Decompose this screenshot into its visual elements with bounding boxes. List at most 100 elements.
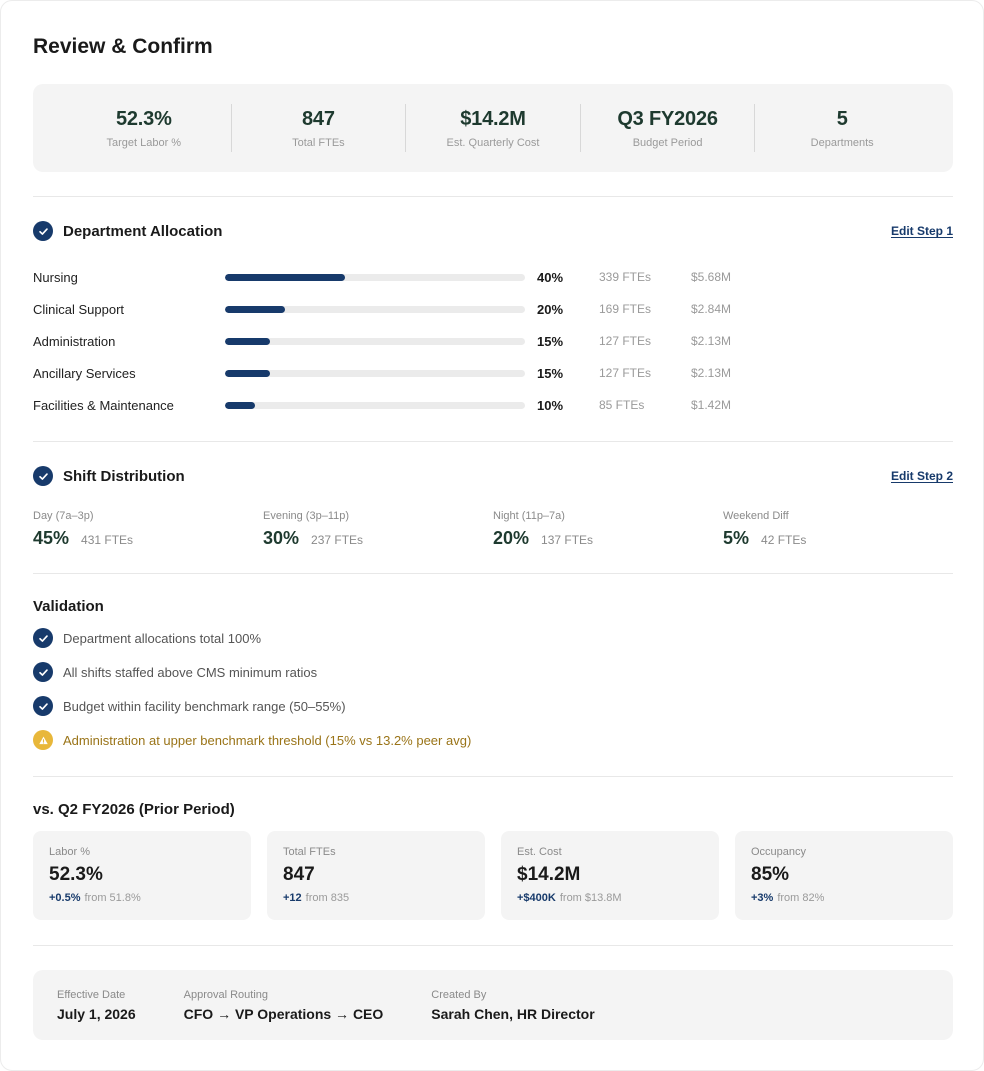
comparison-grid: Labor % 52.3% +0.5% from 51.8% Total FTEs… bbox=[33, 831, 953, 920]
shift-label: Day (7a–3p) bbox=[33, 510, 94, 522]
comparison-from: from 51.8% bbox=[84, 892, 141, 904]
comparison-label: Est. Cost bbox=[517, 846, 562, 858]
department-row: Administration 15% 127 FTEs $2.13M bbox=[33, 331, 953, 351]
department-ftes: 169 FTEs bbox=[599, 302, 652, 316]
department-percent: 10% bbox=[537, 397, 564, 413]
department-ftes: 339 FTEs bbox=[599, 270, 652, 284]
allocation-bar-fill bbox=[225, 369, 270, 377]
summary-total-ftes: 847 Total FTEs bbox=[232, 104, 407, 152]
comparison-title: vs. Q2 FY2026 (Prior Period) bbox=[33, 801, 235, 818]
comparison-card: Occupancy 85% +3% from 82% bbox=[735, 831, 953, 920]
department-ftes: 127 FTEs bbox=[599, 334, 652, 348]
footer-value: CFO → VP Operations → CEO bbox=[183, 1006, 384, 1022]
department-cost: $2.13M bbox=[691, 334, 732, 348]
shift-section-header: Shift Distribution Edit Step 2 bbox=[33, 465, 953, 487]
edit-step-1-link[interactable]: Edit Step 1 bbox=[890, 224, 953, 238]
shift-item: Night (11p–7a) 20% 137 FTEs bbox=[493, 510, 723, 549]
department-row: Clinical Support 20% 169 FTEs $2.84M bbox=[33, 299, 953, 319]
shift-ftes: 137 FTEs bbox=[541, 533, 594, 547]
allocation-bar bbox=[225, 369, 525, 377]
footer-value: Sarah Chen, HR Director bbox=[431, 1006, 595, 1022]
footer-approval-routing: Approval Routing CFO → VP Operations → C… bbox=[183, 989, 384, 1022]
check-icon bbox=[33, 628, 53, 648]
allocation-bar-fill bbox=[225, 273, 345, 281]
department-row: Ancillary Services 15% 127 FTEs $2.13M bbox=[33, 363, 953, 383]
edit-step-2-link[interactable]: Edit Step 2 bbox=[890, 469, 953, 483]
validation-text: Department allocations total 100% bbox=[63, 630, 262, 646]
footer-effective-date: Effective Date July 1, 2026 bbox=[57, 989, 136, 1022]
shift-percent: 30% bbox=[263, 528, 300, 548]
department-name: Nursing bbox=[33, 269, 78, 285]
comparison-delta: +3% bbox=[751, 892, 774, 904]
department-name: Facilities & Maintenance bbox=[33, 397, 174, 413]
allocation-bar bbox=[225, 273, 525, 281]
shift-ftes: 42 FTEs bbox=[761, 533, 807, 547]
footer-label: Approval Routing bbox=[183, 989, 269, 1001]
validation-item: Budget within facility benchmark range (… bbox=[33, 696, 953, 716]
shift-label: Evening (3p–11p) bbox=[263, 510, 350, 522]
department-percent: 15% bbox=[537, 333, 564, 349]
section-title: Department Allocation bbox=[63, 222, 223, 240]
shift-percent: 20% bbox=[493, 528, 530, 548]
comparison-from: from 82% bbox=[777, 892, 825, 904]
divider bbox=[33, 945, 953, 946]
comparison-value: 85% bbox=[751, 864, 790, 885]
department-section-header: Department Allocation Edit Step 1 bbox=[33, 220, 953, 242]
footer-label: Created By bbox=[431, 989, 487, 1001]
department-cost: $1.42M bbox=[691, 398, 732, 412]
summary-label: Budget Period bbox=[632, 136, 703, 149]
validation-title: Validation bbox=[33, 598, 104, 615]
summary-label: Target Labor % bbox=[106, 136, 182, 149]
allocation-bar bbox=[225, 337, 525, 345]
section-title: Shift Distribution bbox=[63, 467, 185, 485]
validation-text: All shifts staffed above CMS minimum rat… bbox=[63, 664, 318, 680]
comparison-delta: +0.5% bbox=[49, 892, 81, 904]
summary-label: Departments bbox=[810, 136, 874, 149]
comparison-value: $14.2M bbox=[517, 864, 581, 885]
divider bbox=[33, 441, 953, 442]
department-percent: 20% bbox=[537, 301, 564, 317]
summary-label: Est. Quarterly Cost bbox=[446, 136, 540, 149]
divider bbox=[33, 776, 953, 777]
department-cost: $2.13M bbox=[691, 366, 732, 380]
footer-value: July 1, 2026 bbox=[57, 1006, 136, 1022]
shift-grid: Day (7a–3p) 45% 431 FTEs Evening (3p–11p)… bbox=[33, 510, 953, 549]
divider bbox=[33, 573, 953, 574]
comparison-label: Occupancy bbox=[751, 846, 807, 858]
summary-departments: 5 Departments bbox=[755, 104, 929, 152]
department-name: Clinical Support bbox=[33, 301, 125, 317]
summary-value: 5 bbox=[836, 107, 848, 130]
shift-percent: 5% bbox=[723, 528, 750, 548]
department-ftes: 85 FTEs bbox=[599, 398, 645, 412]
comparison-from: from 835 bbox=[305, 892, 350, 904]
validation-item-warning: Administration at upper benchmark thresh… bbox=[33, 730, 953, 750]
comparison-from: from $13.8M bbox=[559, 892, 622, 904]
summary-budget-period: Q3 FY2026 Budget Period bbox=[581, 104, 756, 152]
summary-value: $14.2M bbox=[460, 107, 526, 130]
allocation-bar bbox=[225, 305, 525, 313]
department-name: Administration bbox=[33, 333, 116, 349]
validation-item: Department allocations total 100% bbox=[33, 628, 953, 648]
comparison-label: Labor % bbox=[49, 846, 90, 858]
shift-item: Day (7a–3p) 45% 431 FTEs bbox=[33, 510, 263, 549]
check-icon bbox=[33, 466, 53, 486]
summary-value: Q3 FY2026 bbox=[617, 107, 718, 130]
shift-item: Weekend Diff 5% 42 FTEs bbox=[723, 510, 953, 549]
department-cost: $5.68M bbox=[691, 270, 732, 284]
check-icon bbox=[33, 696, 53, 716]
comparison-value: 847 bbox=[283, 864, 315, 885]
approval-footer: Effective Date July 1, 2026 Approval Rou… bbox=[33, 970, 953, 1040]
shift-percent: 45% bbox=[33, 528, 70, 548]
comparison-card: Total FTEs 847 +12 from 835 bbox=[267, 831, 485, 920]
shift-item: Evening (3p–11p) 30% 237 FTEs bbox=[263, 510, 493, 549]
shift-label: Weekend Diff bbox=[723, 510, 789, 522]
department-cost: $2.84M bbox=[691, 302, 732, 316]
department-percent: 15% bbox=[537, 365, 564, 381]
page-title: Review & Confirm bbox=[33, 35, 213, 58]
department-name: Ancillary Services bbox=[33, 365, 136, 381]
check-icon bbox=[33, 662, 53, 682]
validation-text: Budget within facility benchmark range (… bbox=[63, 698, 346, 714]
department-percent: 40% bbox=[537, 269, 564, 285]
comparison-label: Total FTEs bbox=[283, 846, 336, 858]
